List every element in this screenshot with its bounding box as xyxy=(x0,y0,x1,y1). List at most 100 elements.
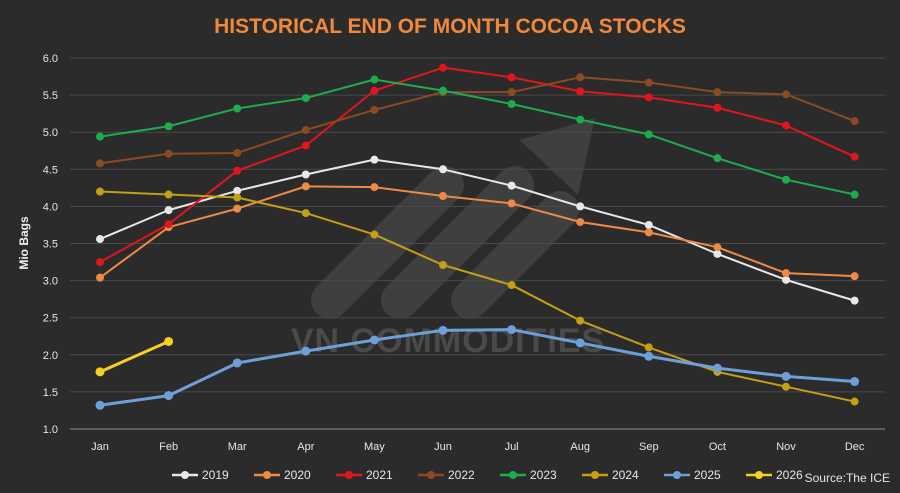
y-tick-label: 3.0 xyxy=(43,276,58,288)
legend-item-2024: 2024 xyxy=(582,468,639,482)
data-point xyxy=(507,100,516,109)
series-line-2024 xyxy=(99,190,855,403)
data-point xyxy=(301,182,310,191)
legend-label: 2026 xyxy=(776,468,803,482)
x-tick-label: Jun xyxy=(434,441,452,453)
series-2026 xyxy=(95,336,174,377)
legend-label: 2020 xyxy=(284,468,311,482)
data-point xyxy=(164,190,173,199)
data-point xyxy=(301,346,311,356)
x-tick-label: Oct xyxy=(709,441,726,453)
data-point xyxy=(576,73,585,82)
legend-item-2023: 2023 xyxy=(500,468,557,482)
data-point xyxy=(782,269,790,278)
series-2025 xyxy=(95,325,860,410)
legend-swatch-marker xyxy=(591,471,599,479)
x-tick-label: Dec xyxy=(845,441,865,453)
x-axis-ticks: Jan Feb Mar Apr May Jun Jul Aug Sep Oct Nov Dec xyxy=(91,441,865,453)
series-line-2021 xyxy=(99,66,856,263)
y-tick-label: 3.5 xyxy=(43,239,58,251)
series-line-2023 xyxy=(99,78,855,196)
y-tick-label: 2.0 xyxy=(43,350,58,362)
series-2022 xyxy=(96,73,859,168)
data-point xyxy=(301,141,310,150)
data-point xyxy=(439,165,447,174)
data-point xyxy=(713,243,722,252)
data-point xyxy=(233,193,242,202)
legend-swatch-marker xyxy=(263,471,271,479)
data-point xyxy=(644,220,653,229)
x-tick-label: May xyxy=(364,441,385,453)
x-tick-label: Sep xyxy=(639,441,659,453)
data-point xyxy=(370,183,379,192)
data-point xyxy=(644,351,654,361)
legend-label: 2023 xyxy=(530,468,557,482)
legend-item-2019: 2019 xyxy=(172,468,229,482)
data-point xyxy=(782,175,790,184)
y-tick-label: 4.0 xyxy=(43,201,58,213)
data-point xyxy=(507,88,516,97)
x-tick-label: Apr xyxy=(297,441,314,453)
data-point xyxy=(644,130,653,139)
legend-label: 2024 xyxy=(612,468,639,482)
series-line-2022 xyxy=(99,76,855,165)
data-point xyxy=(96,258,104,267)
y-axis-ticks: 1.0 1.5 2.0 2.5 3.0 3.5 4.0 4.5 5.0 5.5 6.0 xyxy=(43,53,58,436)
legend-label: 2021 xyxy=(366,468,393,482)
legend-item-2021: 2021 xyxy=(336,468,393,482)
legend-label: 2019 xyxy=(202,468,229,482)
data-point xyxy=(96,235,104,244)
data-point xyxy=(644,228,653,237)
data-point xyxy=(576,87,585,96)
legend-swatch-marker xyxy=(345,471,353,479)
data-point xyxy=(369,335,379,345)
series-line-2025 xyxy=(99,328,855,407)
x-tick-label: Feb xyxy=(159,441,178,453)
data-point xyxy=(850,190,859,199)
gridlines xyxy=(70,57,885,430)
data-point xyxy=(644,93,653,102)
data-point xyxy=(164,206,173,215)
data-point xyxy=(164,220,173,229)
data-point xyxy=(438,325,448,335)
data-point xyxy=(233,186,242,195)
y-tick-label: 1.0 xyxy=(43,424,58,436)
watermark-text: VN COMMODITIES xyxy=(291,322,605,360)
data-point xyxy=(507,181,516,190)
data-point xyxy=(439,192,447,201)
watermark: VN COMMODITIES xyxy=(291,118,605,360)
data-point xyxy=(164,149,173,158)
y-tick-label: 2.5 xyxy=(43,313,58,325)
data-point xyxy=(507,281,516,290)
watermark-arrow-head xyxy=(520,118,595,195)
series-2020 xyxy=(96,182,859,282)
data-point xyxy=(439,63,447,72)
data-point xyxy=(96,187,104,196)
data-point xyxy=(850,272,859,281)
legend-label: 2025 xyxy=(694,468,721,482)
data-point xyxy=(644,343,653,352)
data-point xyxy=(370,105,379,114)
chart-title: HISTORICAL END OF MONTH COCOA STOCKS xyxy=(214,15,686,38)
legend-label: 2022 xyxy=(448,468,475,482)
series-line-2019 xyxy=(99,158,855,302)
series-2021 xyxy=(96,63,859,267)
legend: 2019 2020 2021 2022 2023 2024 2025 2026 xyxy=(172,468,803,482)
data-point xyxy=(713,154,722,163)
data-point xyxy=(96,159,104,168)
data-point xyxy=(233,148,242,157)
data-point xyxy=(850,296,859,305)
data-point xyxy=(782,382,790,391)
legend-item-2022: 2022 xyxy=(418,468,475,482)
data-point xyxy=(439,86,447,95)
series-2019 xyxy=(96,155,859,305)
data-point xyxy=(507,325,517,335)
x-tick-label: Aug xyxy=(570,441,590,453)
series-layer xyxy=(95,63,860,410)
watermark-arrow-strokes xyxy=(311,166,579,319)
x-tick-label: Jul xyxy=(505,441,519,453)
data-point xyxy=(233,166,242,175)
data-point xyxy=(301,209,310,218)
data-point xyxy=(850,117,859,126)
legend-swatch-marker xyxy=(509,471,517,479)
